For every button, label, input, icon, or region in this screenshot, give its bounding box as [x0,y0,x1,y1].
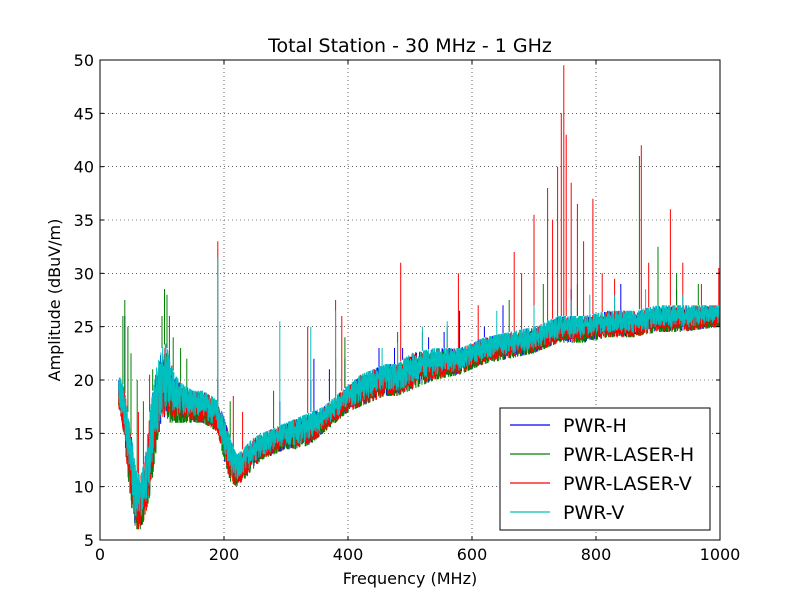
series-layer [118,65,720,530]
x-tick-label: 1000 [700,545,741,564]
x-tick-label: 800 [581,545,612,564]
legend: PWR-H PWR-LASER-H PWR-LASER-V PWR-V [499,407,711,531]
y-tick-label: 20 [74,371,94,390]
y-tick-label: 5 [84,531,94,550]
chart-title: Total Station - 30 MHz - 1 GHz [267,35,552,57]
y-tick-label: 10 [74,478,94,497]
y-tick-label: 40 [74,158,94,177]
legend-label: PWR-LASER-V [563,473,692,495]
y-tick-label: 35 [74,211,94,230]
y-tick-label: 45 [74,104,94,123]
plot-frame [99,59,721,541]
y-tick-label: 50 [74,51,94,70]
y-tick-label: 30 [74,264,94,283]
y-tick-label: 25 [74,318,94,337]
x-tick-label: 400 [333,545,364,564]
y-axis-label: Amplitude (dBuV/m) [45,219,64,382]
legend-label: PWR-H [563,415,627,437]
series-line-pwr-v [118,257,720,517]
axis-ticks: 0 200 400 600 800 1000 5 10 15 20 25 30 35 40 45 50 [74,51,741,564]
x-tick-label: 0 [95,545,105,564]
legend-label: PWR-V [563,502,624,524]
legend-label: PWR-LASER-H [563,444,694,466]
x-tick-label: 200 [209,545,240,564]
y-tick-label: 15 [74,424,94,443]
x-axis-label: Frequency (MHz) [343,569,477,588]
x-tick-label: 600 [457,545,488,564]
legend-box [499,407,711,531]
